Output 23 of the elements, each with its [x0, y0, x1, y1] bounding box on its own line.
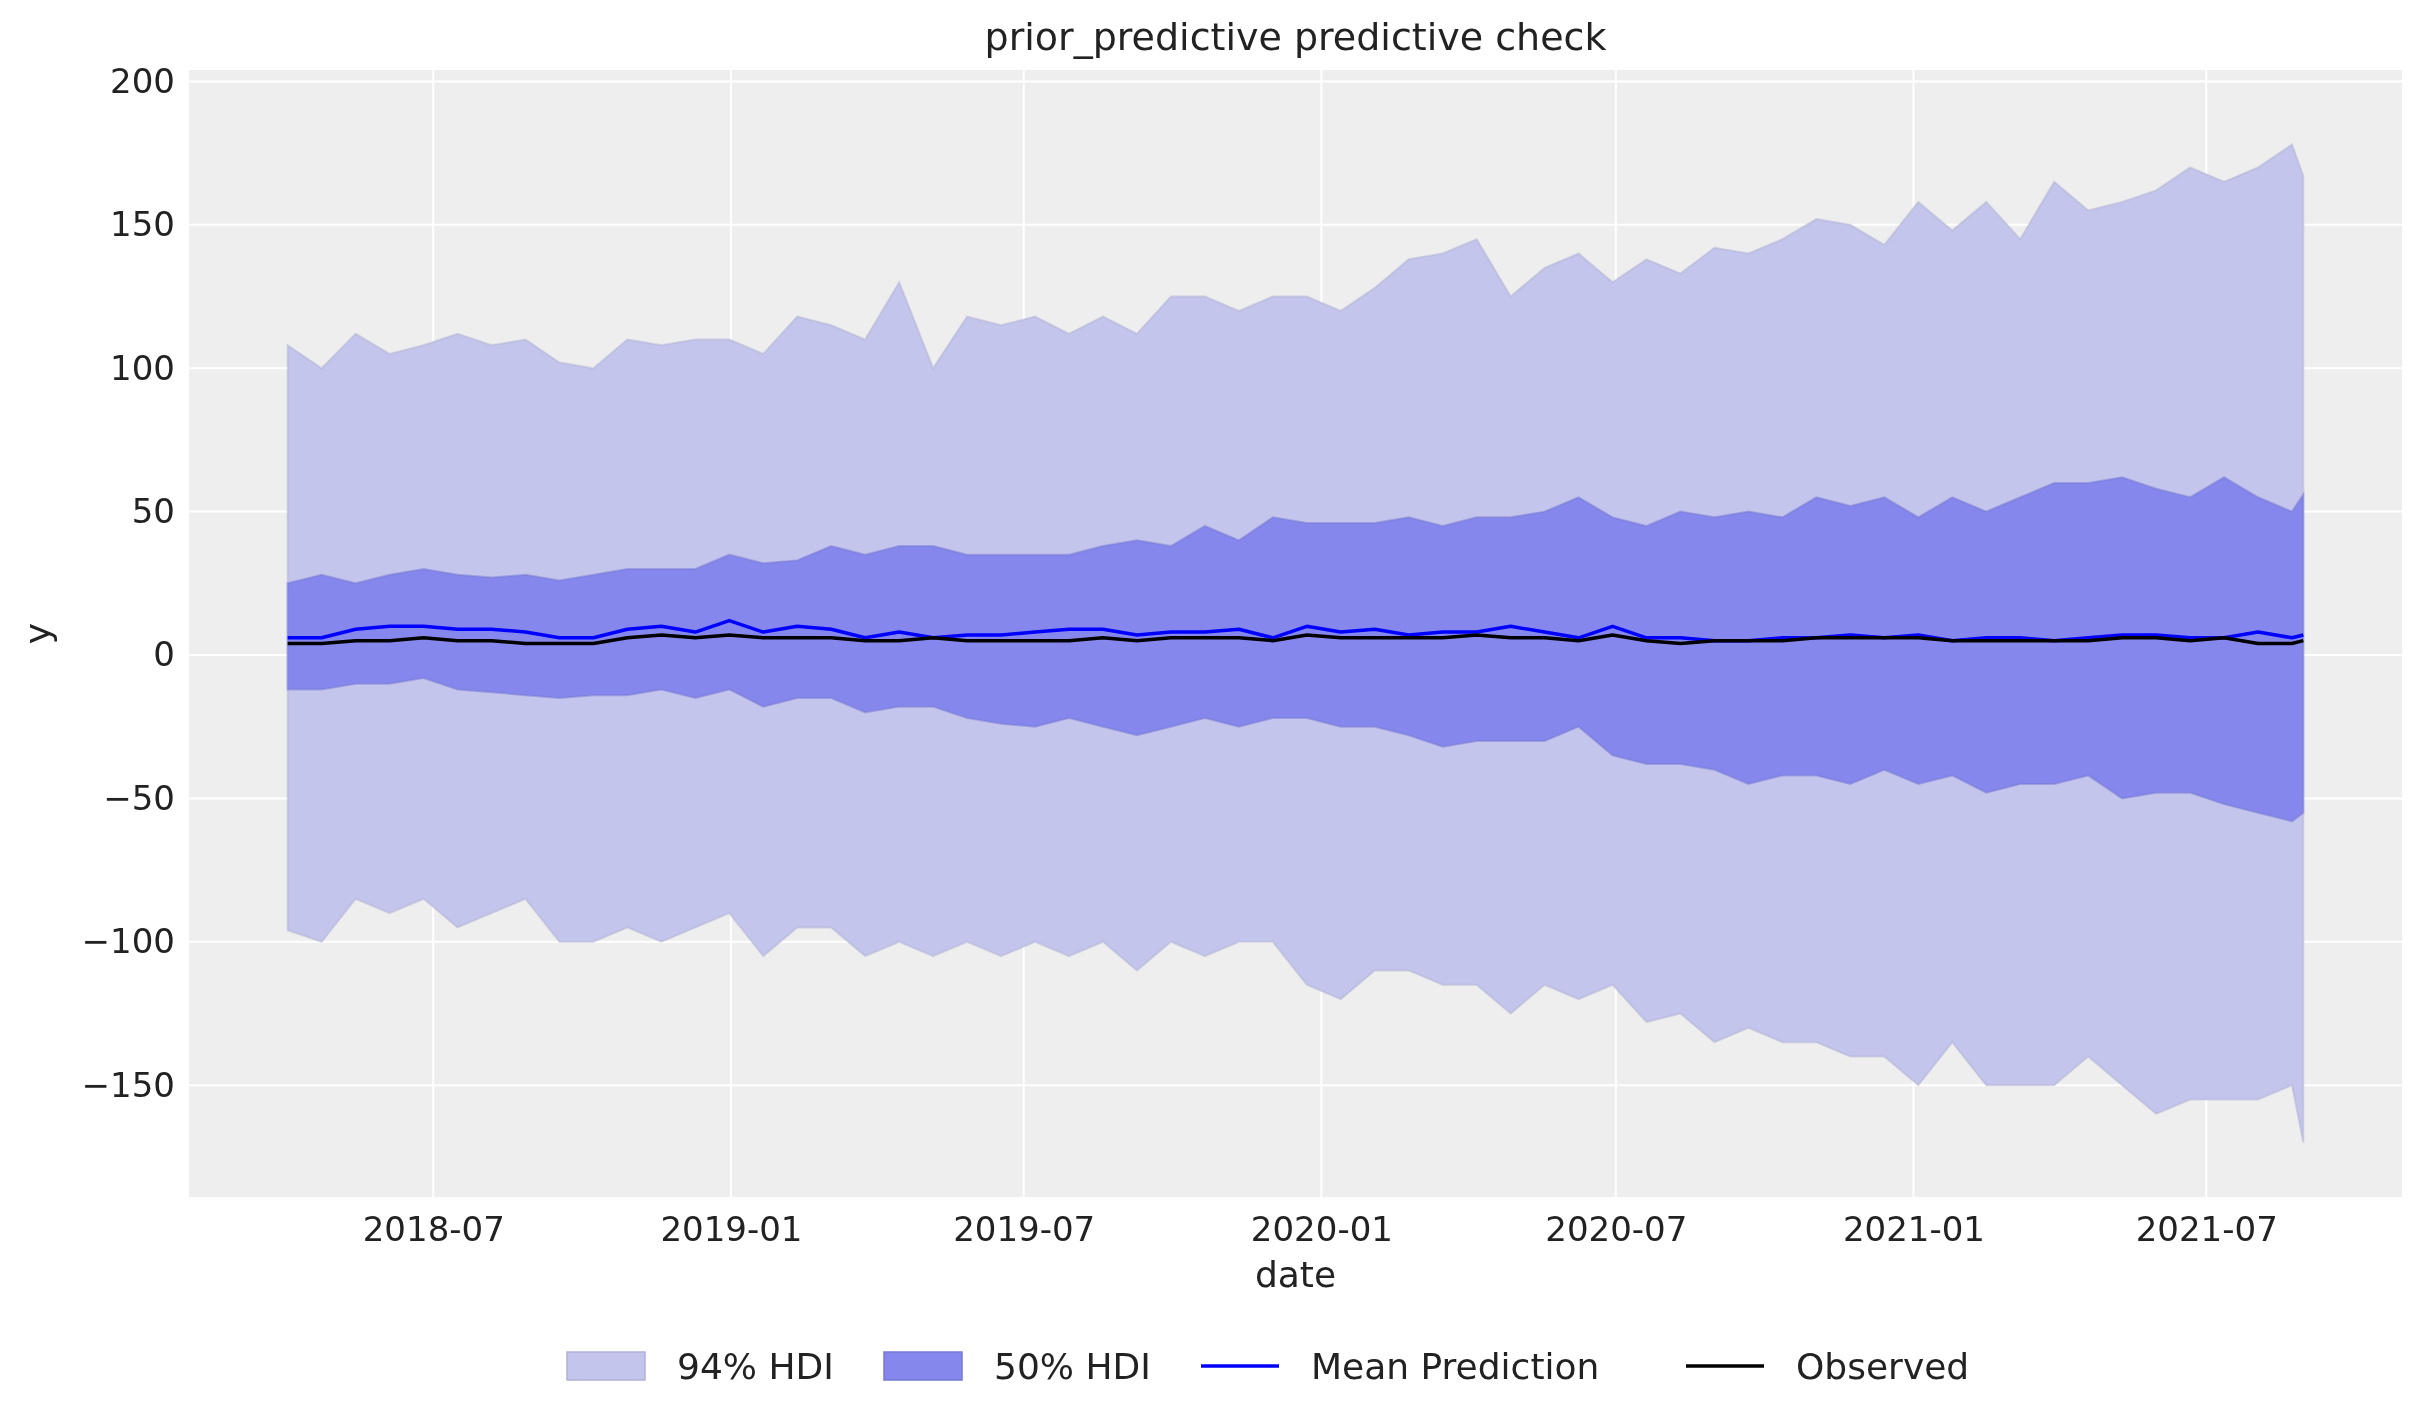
y-tick-label: −100 [81, 921, 175, 962]
legend-label: 94% HDI [677, 1345, 834, 1387]
x-tick-label: 2018-07 [362, 1209, 505, 1250]
x-tick-label: 2019-07 [953, 1209, 1096, 1250]
legend-label: Observed [1796, 1345, 1970, 1387]
y-tick-label: 50 [131, 491, 175, 531]
y-tick-label: −50 [103, 777, 175, 818]
x-tick-label: 2021-07 [2135, 1209, 2278, 1250]
x-tick-label: 2019-01 [660, 1209, 803, 1250]
x-axis-title: date [1254, 1254, 1337, 1295]
y-axis-title: y [17, 622, 58, 645]
legend-label: 50% HDI [994, 1345, 1151, 1387]
line-series [285, 633, 2306, 646]
y-tick-label: 0 [153, 634, 175, 675]
x-tick-label: 2020-07 [1545, 1209, 1688, 1250]
x-tick-label: 2021-01 [1842, 1209, 1985, 1250]
y-tick-label: −150 [81, 1064, 175, 1105]
y-tick-label: 200 [110, 60, 175, 101]
x-tick-label: 2020-01 [1250, 1209, 1393, 1250]
y-tick-label: 100 [110, 347, 175, 388]
legend-label: Mean Prediction [1311, 1345, 1600, 1387]
chart-title: prior_predictive predictive check [984, 15, 1607, 59]
y-tick-label: 150 [110, 204, 175, 245]
